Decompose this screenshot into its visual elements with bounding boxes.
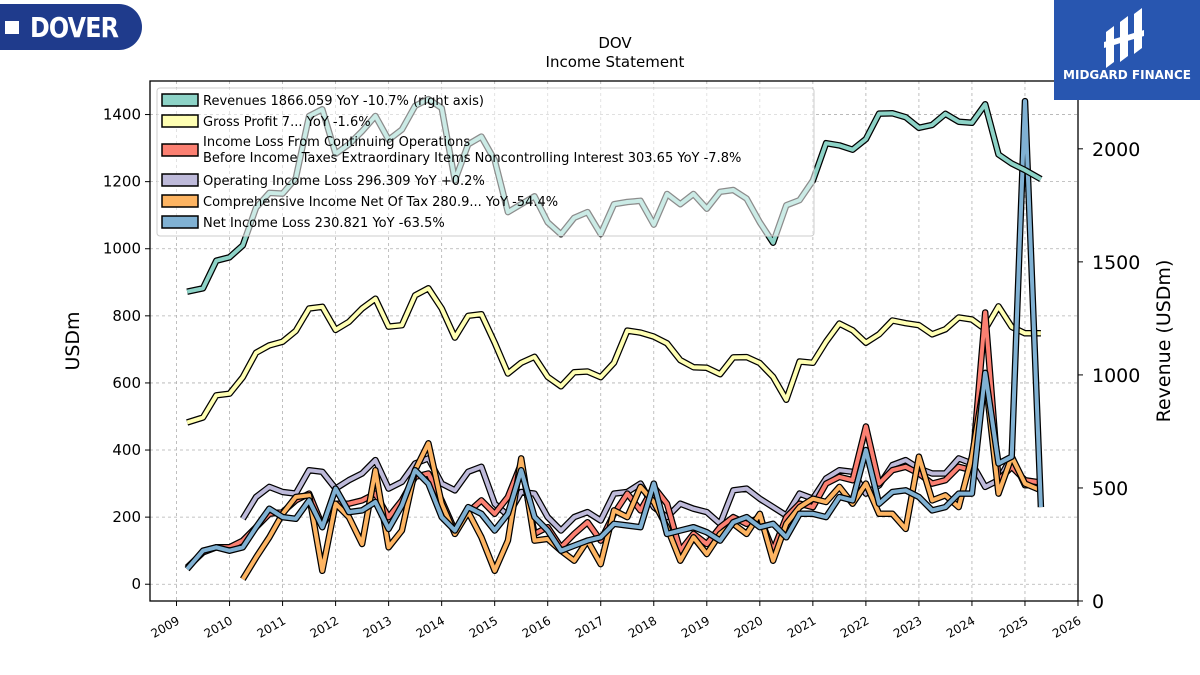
plot-frame xyxy=(149,80,1079,602)
midgard-logo-text: MIDGARD FINANCE xyxy=(1063,68,1191,82)
series-line-comprehensive-income-net-of-tax xyxy=(241,374,1042,581)
x-tick-label: 2019 xyxy=(679,613,712,640)
dover-logo-text: DOVER xyxy=(30,11,119,44)
series-lines xyxy=(184,95,1045,581)
legend: Revenues 1866.059 YoY -10.7% (right axis… xyxy=(156,87,815,237)
x-tick-label: 2017 xyxy=(573,613,606,640)
chart-subtitle: Income Statement xyxy=(546,53,685,71)
x-tick-label: 2012 xyxy=(308,613,341,640)
midgard-emblem-icon xyxy=(1104,8,1144,68)
legend-label: Revenues 1866.059 YoY -10.7% (right axis… xyxy=(203,94,484,109)
legend-label: Gross Profit 7... YoY -1.6% xyxy=(203,115,371,130)
legend-label: Operating Income Loss 296.309 YoY +0.2% xyxy=(203,174,485,189)
legend-swatch xyxy=(161,173,199,187)
y-axis-label-right: Revenue (USDm) xyxy=(1153,260,1175,423)
legend-swatch xyxy=(161,194,199,208)
x-tick-label: 2015 xyxy=(467,613,500,640)
x-tick-label: 2020 xyxy=(732,613,765,640)
x-tick-label: 2025 xyxy=(997,613,1030,640)
y2-tick-label: 1500 xyxy=(1092,252,1140,274)
midgard-finance-logo: MIDGARD FINANCE xyxy=(1054,0,1200,100)
x-tick-label: 2014 xyxy=(414,613,447,640)
x-tick-label: 2013 xyxy=(361,613,394,640)
x-tick-label: 2011 xyxy=(255,613,288,640)
y-axis-label-left: USDm xyxy=(62,311,84,370)
legend-swatch xyxy=(161,143,199,157)
y-tick-label: 0 xyxy=(131,575,141,593)
dover-logo-mark xyxy=(5,21,19,34)
dover-logo: DOVER xyxy=(0,4,142,50)
y-tick-label: 1000 xyxy=(103,240,141,258)
x-tick-label: 2016 xyxy=(520,613,553,640)
y2-tick-label: 0 xyxy=(1092,591,1104,613)
x-tick-label: 2022 xyxy=(838,613,871,640)
chart-title: DOV xyxy=(598,34,632,52)
y-tick-label: 400 xyxy=(112,441,141,459)
x-tick-label: 2024 xyxy=(944,613,977,640)
y-tick-label: 600 xyxy=(112,374,141,392)
series-line-net-income-loss xyxy=(185,99,1043,571)
x-tick-label: 2021 xyxy=(785,613,818,640)
x-tick-label: 2023 xyxy=(891,613,924,640)
x-tick-label: 2018 xyxy=(626,613,659,640)
legend-label: Net Income Loss 230.821 YoY -63.5% xyxy=(203,216,445,231)
x-tick-label: 2010 xyxy=(202,613,235,640)
y2-tick-label: 1000 xyxy=(1092,365,1140,387)
legend-box xyxy=(156,87,815,237)
y2-tick-label: 2000 xyxy=(1092,139,1140,161)
legend-label: Income Loss From Continuing Operations xyxy=(203,135,470,150)
legend-swatch xyxy=(161,215,199,229)
y-tick-label: 1200 xyxy=(103,173,141,191)
legend-label: Before Income Taxes Extraordinary Items … xyxy=(203,151,741,166)
x-tick-label: 2026 xyxy=(1050,613,1083,640)
y2-tick-label: 500 xyxy=(1092,478,1128,500)
y-tick-label: 200 xyxy=(112,508,141,526)
legend-swatch xyxy=(161,114,199,128)
x-tick-label: 2009 xyxy=(149,613,182,640)
legend-swatch xyxy=(161,93,199,107)
series-line-operating-income-loss xyxy=(241,454,1041,533)
y-tick-label: 1400 xyxy=(103,106,141,124)
y-tick-label: 800 xyxy=(112,307,141,325)
series-line-gross-profit xyxy=(186,286,1041,425)
legend-label: Comprehensive Income Net Of Tax 280.9...… xyxy=(203,195,558,210)
